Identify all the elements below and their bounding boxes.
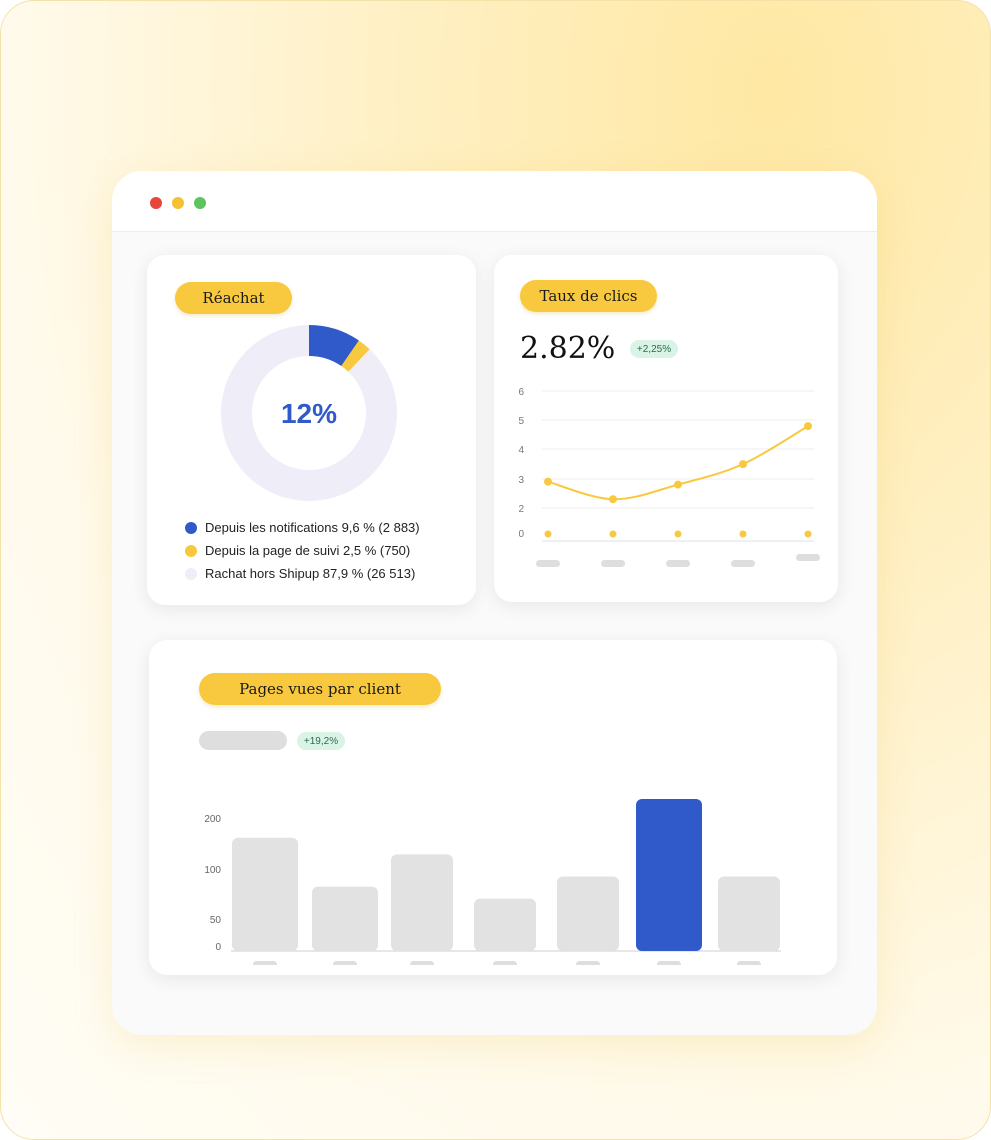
bar-5 bbox=[636, 799, 702, 951]
y-tick-label-4: 4 bbox=[518, 445, 524, 456]
reachat-title-pill: Réachat bbox=[175, 282, 292, 314]
y-tick-label-5: 5 bbox=[518, 416, 524, 427]
bar-x-tick-placeholder-6 bbox=[737, 961, 761, 965]
line-point-2 bbox=[674, 480, 682, 489]
bar-y-tick-100: 100 bbox=[204, 865, 221, 876]
bar-x-tick-placeholder-3 bbox=[493, 961, 517, 965]
baseline-point-2 bbox=[674, 530, 682, 538]
bar-2 bbox=[391, 854, 453, 951]
taux-title: Taux de clics bbox=[539, 287, 638, 305]
pages-title: Pages vues par client bbox=[239, 680, 401, 698]
baseline-point-1 bbox=[609, 530, 617, 538]
donut-slice-1 bbox=[341, 340, 370, 372]
pages-title-pill: Pages vues par client bbox=[199, 673, 441, 705]
pages-value-placeholder bbox=[199, 731, 287, 750]
reachat-legend-item-hors-shipup: Rachat hors Shipup 87,9 % (26 513) bbox=[185, 566, 415, 581]
x-tick-placeholder-1 bbox=[601, 560, 625, 567]
donut-slice-2 bbox=[221, 325, 397, 501]
legend-swatch-suivi bbox=[185, 544, 197, 557]
line-point-0 bbox=[544, 477, 552, 486]
legend-label-suivi: Depuis la page de suivi 2,5 % (750) bbox=[205, 543, 411, 558]
maximize-window-button[interactable] bbox=[194, 197, 206, 209]
baseline-point-0 bbox=[544, 530, 552, 538]
close-window-button[interactable] bbox=[150, 197, 162, 209]
bar-0 bbox=[232, 837, 298, 951]
bar-x-tick-placeholder-0 bbox=[253, 961, 277, 965]
reachat-title: Réachat bbox=[202, 289, 265, 307]
bar-x-tick-placeholder-4 bbox=[576, 961, 600, 965]
reachat-legend-item-suivi: Depuis la page de suivi 2,5 % (750) bbox=[185, 543, 410, 558]
baseline-point-3 bbox=[739, 530, 747, 538]
bar-y-tick-200: 200 bbox=[204, 814, 221, 825]
line-point-3 bbox=[739, 460, 747, 469]
bar-3 bbox=[474, 898, 536, 951]
taux-de-clics-card: Taux de clics 2.82% +2,25% 6 5 4 3 2 0 bbox=[494, 255, 838, 602]
bar-y-tick-0: 0 bbox=[215, 942, 221, 953]
minimize-window-button[interactable] bbox=[172, 197, 184, 209]
taux-change-badge-text: +2,25% bbox=[636, 343, 672, 355]
browser-window: Réachat 12% Depuis les notifications 9,6… bbox=[112, 171, 877, 1035]
line-point-4 bbox=[804, 422, 812, 431]
x-tick-placeholder-2 bbox=[666, 560, 690, 567]
pages-change-badge: +19,2% bbox=[297, 732, 345, 750]
bar-x-tick-placeholder-2 bbox=[410, 961, 434, 965]
bar-4 bbox=[557, 876, 619, 951]
legend-swatch-notifications bbox=[185, 521, 197, 534]
bar-y-tick-50: 50 bbox=[210, 915, 222, 926]
x-tick-placeholder-4 bbox=[796, 554, 820, 561]
y-tick-label-3: 3 bbox=[518, 475, 524, 486]
x-tick-placeholder-3 bbox=[731, 560, 755, 567]
window-title-bar bbox=[112, 171, 877, 232]
bar-1 bbox=[312, 886, 378, 951]
pages-change-badge-text: +19,2% bbox=[303, 735, 339, 747]
donut-center-label: 12% bbox=[281, 398, 337, 429]
reachat-donut-chart: 12% bbox=[221, 325, 397, 501]
taux-line-chart: 6 5 4 3 2 0 bbox=[518, 387, 820, 567]
taux-value: 2.82% bbox=[520, 331, 616, 366]
legend-label-hors-shipup: Rachat hors Shipup 87,9 % (26 513) bbox=[205, 566, 416, 581]
donut-slice-0 bbox=[309, 325, 359, 367]
legend-label-notifications: Depuis les notifications 9,6 % (2 883) bbox=[205, 520, 420, 535]
taux-change-badge: +2,25% bbox=[630, 340, 678, 358]
baseline-point-4 bbox=[804, 530, 812, 538]
pages-bar-chart: 200 100 50 0 bbox=[204, 799, 781, 965]
line-point-1 bbox=[609, 495, 617, 504]
taux-title-pill: Taux de clics bbox=[520, 280, 657, 312]
reachat-legend-item-notifications: Depuis les notifications 9,6 % (2 883) bbox=[185, 520, 420, 535]
y-tick-label-2: 2 bbox=[518, 504, 524, 515]
pages-vues-card: Pages vues par client +19,2% 200 100 50 0 bbox=[149, 640, 837, 975]
bar-x-tick-placeholder-1 bbox=[333, 961, 357, 965]
y-tick-label-0: 0 bbox=[518, 529, 524, 540]
legend-swatch-hors-shipup bbox=[185, 567, 197, 580]
y-tick-label-6: 6 bbox=[518, 387, 524, 398]
reachat-card: Réachat 12% Depuis les notifications 9,6… bbox=[147, 255, 476, 605]
x-tick-placeholder-0 bbox=[536, 560, 560, 567]
bar-6 bbox=[718, 876, 780, 951]
bar-x-tick-placeholder-5 bbox=[657, 961, 681, 965]
